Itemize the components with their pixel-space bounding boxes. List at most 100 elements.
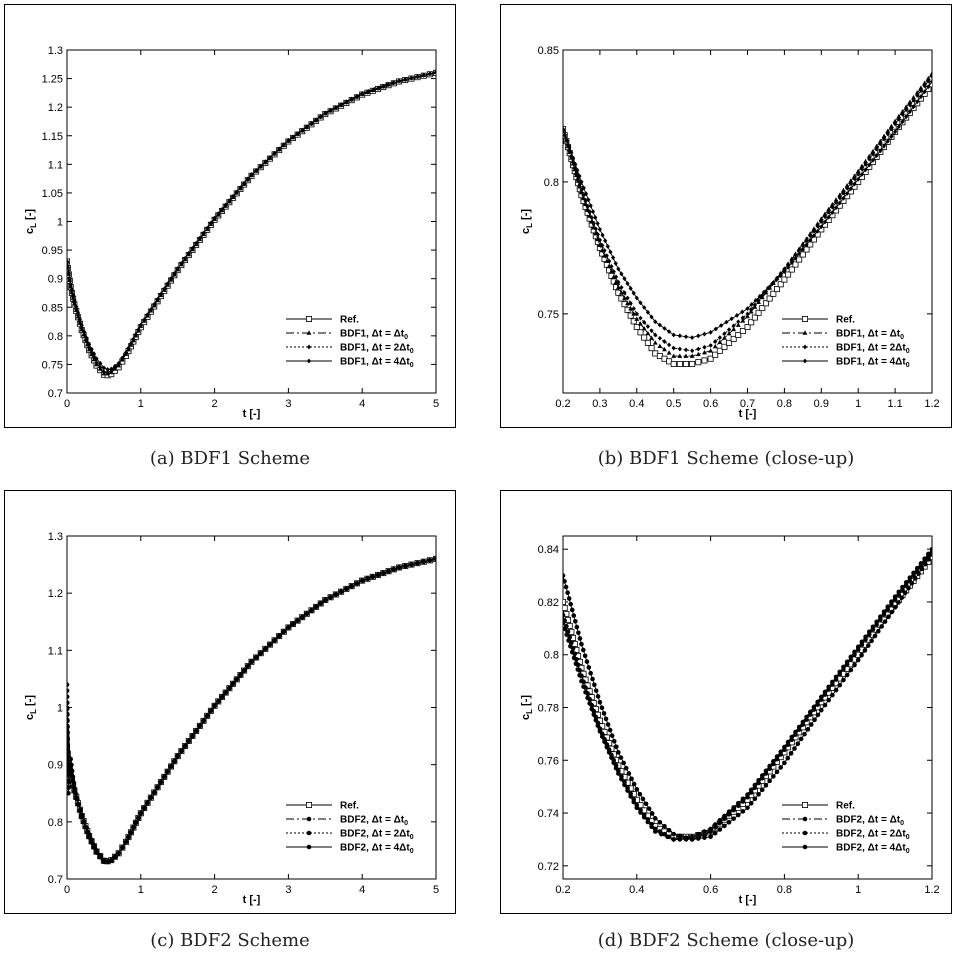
- data-point: [712, 830, 718, 836]
- data-point: [696, 831, 701, 837]
- data-point: [745, 805, 750, 811]
- x-tick-label: 0.7: [740, 398, 755, 410]
- data-point: [67, 259, 70, 264]
- data-point: [782, 269, 787, 275]
- legend-marker: [306, 830, 312, 836]
- data-point: [126, 834, 131, 840]
- data-point: [172, 758, 177, 764]
- x-tick-label: 1: [138, 884, 144, 896]
- data-point: [785, 271, 792, 278]
- data-point: [77, 316, 83, 322]
- data-point: [896, 600, 901, 605]
- data-point: [874, 153, 879, 158]
- legend-marker: [802, 330, 808, 335]
- legend-entry: BDF1, Δt = 2Δt0: [836, 343, 910, 356]
- data-point: [893, 129, 898, 135]
- data-point: [695, 351, 701, 357]
- data-point: [603, 716, 609, 722]
- data-point: [563, 126, 566, 132]
- data-point: [168, 764, 174, 769]
- data-point: [796, 256, 803, 263]
- data-point: [241, 668, 247, 673]
- data-point: [616, 771, 621, 776]
- data-point: [911, 104, 916, 110]
- data-point: [201, 718, 206, 724]
- data-point: [108, 857, 114, 863]
- data-point: [67, 276, 72, 282]
- series-line-2: [67, 71, 436, 373]
- data-point: [73, 791, 79, 797]
- data-point: [708, 834, 713, 840]
- data-point: [569, 154, 574, 160]
- data-point: [569, 649, 575, 655]
- data-point: [563, 573, 566, 578]
- data-point: [903, 580, 909, 585]
- data-point: [277, 146, 282, 152]
- caption-a: (a) BDF1 Scheme: [149, 448, 311, 469]
- data-point: [759, 305, 766, 312]
- data-point: [597, 227, 602, 232]
- data-point: [833, 674, 839, 680]
- chart-panel-d: 0.2 0.4 0.6 0.8 1 1.2 0.72 0.74 0.76 0.78 0.8 0.82 0…: [500, 490, 952, 914]
- data-point: [590, 676, 595, 682]
- data-point: [415, 74, 420, 79]
- data-point: [67, 718, 70, 724]
- data-point: [120, 355, 125, 361]
- data-point: [402, 563, 408, 569]
- data-point: [793, 255, 798, 261]
- data-point: [234, 189, 239, 195]
- y-tick-label: 1: [57, 217, 63, 229]
- data-point: [626, 771, 632, 776]
- data-point: [607, 258, 612, 264]
- data-point: [702, 344, 707, 350]
- data-point: [133, 332, 138, 337]
- data-point: [295, 131, 300, 136]
- data-point: [859, 652, 864, 658]
- data-point: [856, 171, 861, 177]
- data-point: [926, 556, 931, 562]
- data-point: [396, 565, 402, 570]
- y-tick-label: 0.7: [48, 388, 63, 400]
- data-point: [830, 204, 835, 210]
- data-point: [800, 246, 805, 252]
- x-axis-label: t [-]: [739, 894, 757, 906]
- data-point: [590, 209, 596, 215]
- data-point: [380, 570, 386, 576]
- data-point: [782, 266, 787, 272]
- data-point: [276, 633, 282, 639]
- data-point: [630, 318, 637, 325]
- data-point: [212, 703, 217, 709]
- caption-b: (b) BDF1 Scheme (close-up): [597, 448, 855, 469]
- y-tick-label: 1.2: [48, 102, 63, 114]
- x-tick-label: 1.1: [887, 398, 902, 410]
- data-point: [867, 162, 872, 168]
- legend-marker: [801, 315, 808, 322]
- data-point: [568, 643, 573, 649]
- data-point: [712, 343, 718, 349]
- data-point: [123, 350, 129, 355]
- data-point: [190, 245, 195, 251]
- data-point: [112, 854, 118, 860]
- data-point: [689, 353, 695, 358]
- data-point: [155, 296, 160, 302]
- data-point: [713, 326, 718, 332]
- data-point: [863, 634, 868, 640]
- data-point: [683, 334, 689, 340]
- data-point: [333, 592, 339, 597]
- data-point: [881, 136, 887, 142]
- data-point: [136, 815, 141, 821]
- data-point: [591, 712, 597, 717]
- data-point: [922, 83, 927, 89]
- data-point: [665, 834, 670, 840]
- data-point: [915, 99, 920, 105]
- data-point: [101, 365, 106, 371]
- data-point: [67, 700, 70, 706]
- data-point: [212, 215, 217, 221]
- data-point: [600, 232, 605, 238]
- data-point: [830, 210, 835, 215]
- data-point: [763, 768, 769, 774]
- data-point: [922, 80, 928, 86]
- data-point: [397, 78, 402, 84]
- data-point: [929, 552, 932, 557]
- data-point: [574, 624, 580, 630]
